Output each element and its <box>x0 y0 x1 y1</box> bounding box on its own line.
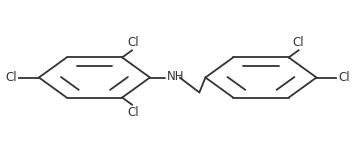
Text: Cl: Cl <box>292 36 304 49</box>
Text: Cl: Cl <box>6 71 17 84</box>
Text: Cl: Cl <box>338 71 349 84</box>
Text: Cl: Cl <box>127 36 139 49</box>
Text: Cl: Cl <box>127 106 139 119</box>
Text: NH: NH <box>166 70 184 83</box>
